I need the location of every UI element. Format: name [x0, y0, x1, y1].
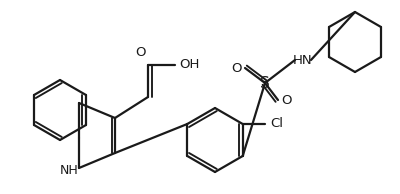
Text: NH: NH — [60, 164, 78, 177]
Text: Cl: Cl — [270, 118, 283, 131]
Text: HN: HN — [293, 54, 313, 67]
Text: O: O — [231, 61, 241, 74]
Text: S: S — [260, 75, 270, 90]
Text: O: O — [282, 94, 292, 107]
Text: OH: OH — [179, 59, 199, 72]
Text: O: O — [135, 46, 145, 59]
